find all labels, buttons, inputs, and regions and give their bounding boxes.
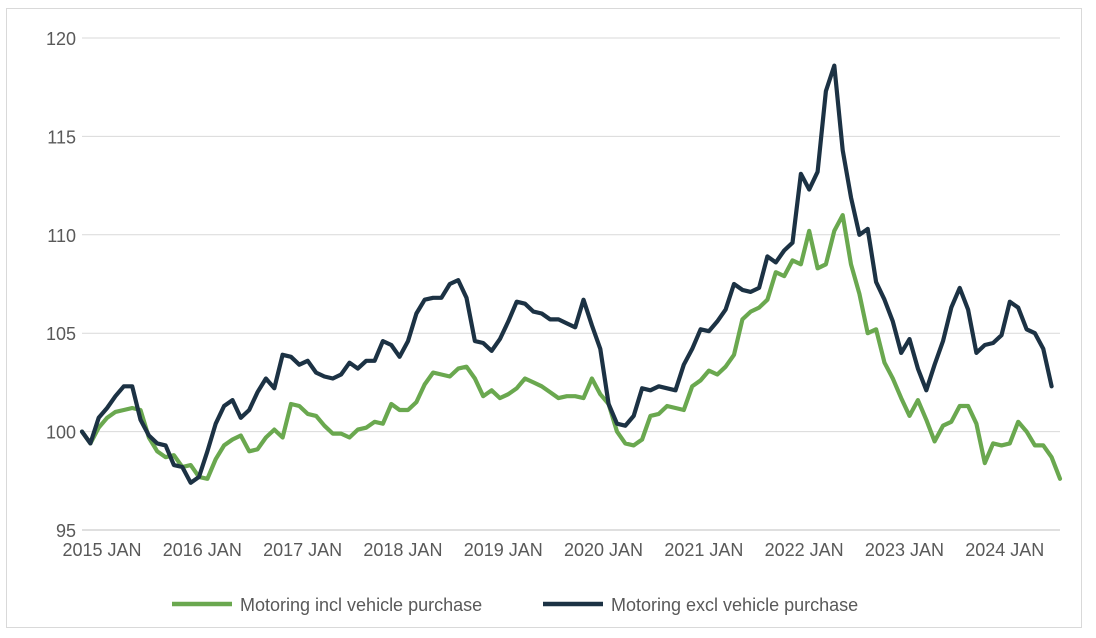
legend-label-incl: Motoring incl vehicle purchase [240,595,482,615]
x-tick-label-2: 2017 JAN [263,540,342,560]
y-axis-ticks: 95 100 105 110 115 120 [46,29,76,541]
series-line-excl [79,63,1054,485]
y-tick-label-100: 100 [46,423,76,443]
y-tick-label-105: 105 [46,324,76,344]
x-tick-label-8: 2023 JAN [865,540,944,560]
x-tick-label-4: 2019 JAN [464,540,543,560]
x-tick-label-1: 2016 JAN [163,540,242,560]
x-tick-label-0: 2015 JAN [62,540,141,560]
x-axis-ticks: 2015 JAN 2016 JAN 2017 JAN 2018 JAN 2019 JAN… [62,540,1044,560]
y-tick-label-110: 110 [47,226,76,246]
x-tick-label-9: 2024 JAN [965,540,1044,560]
series-line-incl [79,213,1063,481]
legend-label-excl: Motoring excl vehicle purchase [611,595,858,615]
x-tick-label-7: 2022 JAN [765,540,844,560]
series-lines [79,63,1063,485]
y-tick-label-120: 120 [46,29,76,49]
legend: Motoring incl vehicle purchase Motoring … [172,595,858,615]
gridlines [82,37,1060,531]
x-tick-label-6: 2021 JAN [664,540,743,560]
y-tick-label-115: 115 [47,127,76,147]
x-tick-label-5: 2020 JAN [564,540,643,560]
x-tick-label-3: 2018 JAN [363,540,442,560]
chart-frame [6,8,1082,628]
y-tick-label-95: 95 [56,521,76,541]
